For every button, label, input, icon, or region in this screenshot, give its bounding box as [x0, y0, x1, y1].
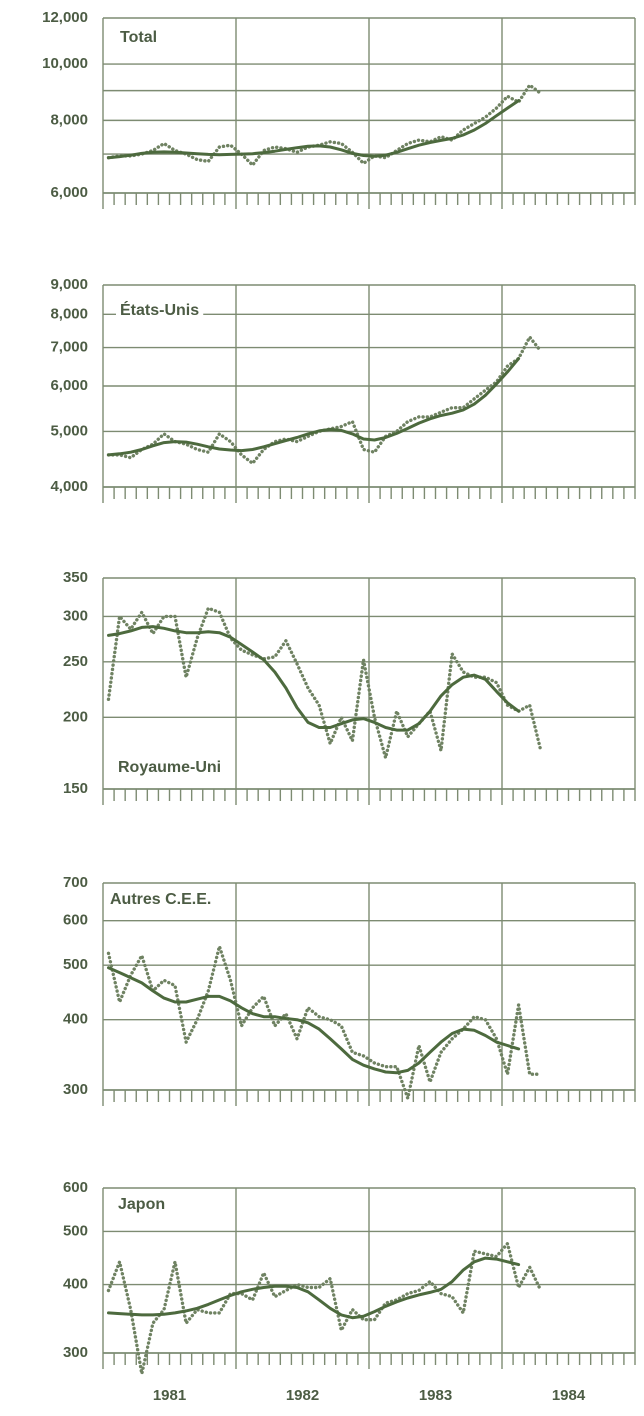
panel: 150 200 250 300 350 Royaume-Uni	[63, 569, 636, 805]
panel-title: États-Unis	[120, 300, 199, 319]
panel-title: Japon	[118, 1196, 165, 1213]
y-tick-label: 350	[63, 569, 88, 586]
y-tick-label: 12,000	[42, 9, 88, 26]
y-tick-label: 400	[63, 1275, 88, 1292]
y-tick-label: 500	[63, 956, 88, 973]
panel-title: Autres C.E.E.	[110, 891, 211, 908]
y-tick-label: 6,000	[50, 377, 88, 394]
y-tick-label: 4,000	[50, 478, 88, 495]
y-tick-label: 6,000	[50, 184, 88, 201]
panel: 6,000 8,000 10,000 12,000 Total	[42, 9, 636, 209]
y-tick-label: 300	[63, 1081, 88, 1098]
y-tick-label: 8,000	[50, 111, 88, 128]
y-tick-label: 600	[63, 1179, 88, 1196]
trend-line	[107, 966, 521, 1075]
title-background	[106, 888, 216, 912]
panel: 4,000 5,000 6,000 7,000 8,000 9,000 États-Unis	[50, 276, 636, 503]
y-tick-label: 600	[63, 912, 88, 929]
trend-line	[107, 1256, 521, 1320]
panel-title: Total	[120, 29, 157, 46]
y-tick-label: 300	[63, 1344, 88, 1361]
y-tick-label: 150	[63, 780, 88, 797]
y-tick-label: 400	[63, 1011, 88, 1028]
x-tick-label: 1981	[153, 1387, 186, 1404]
monthly-line	[106, 335, 543, 465]
panel: 300 400 500 600 1981 1982 1983 1984 Japon	[63, 1179, 636, 1404]
x-tick-label: 1984	[552, 1387, 586, 1404]
y-tick-label: 700	[63, 874, 88, 891]
trend-line	[107, 625, 521, 732]
y-tick-label: 9,000	[50, 276, 88, 293]
x-tick-label: 1983	[419, 1387, 452, 1404]
monthly-line	[106, 944, 543, 1100]
y-tick-label: 10,000	[42, 55, 88, 72]
x-tick-label: 1982	[286, 1387, 319, 1404]
y-tick-label: 200	[63, 708, 88, 725]
title-background	[114, 1193, 170, 1217]
title-background	[116, 26, 162, 50]
panel-title: Royaume-Uni	[118, 759, 221, 776]
title-background	[116, 297, 204, 323]
y-tick-label: 500	[63, 1222, 88, 1239]
y-tick-label: 5,000	[50, 422, 88, 439]
y-tick-label: 7,000	[50, 339, 88, 356]
monthly-line	[106, 606, 543, 760]
y-tick-label: 300	[63, 607, 88, 624]
y-tick-label: 8,000	[50, 305, 88, 322]
trend-line	[107, 357, 521, 457]
panel: 300 400 500 600 700 Autres C.E.E.	[63, 874, 636, 1106]
trend-line	[107, 99, 521, 160]
title-background	[114, 756, 226, 780]
y-tick-label: 250	[63, 653, 88, 670]
